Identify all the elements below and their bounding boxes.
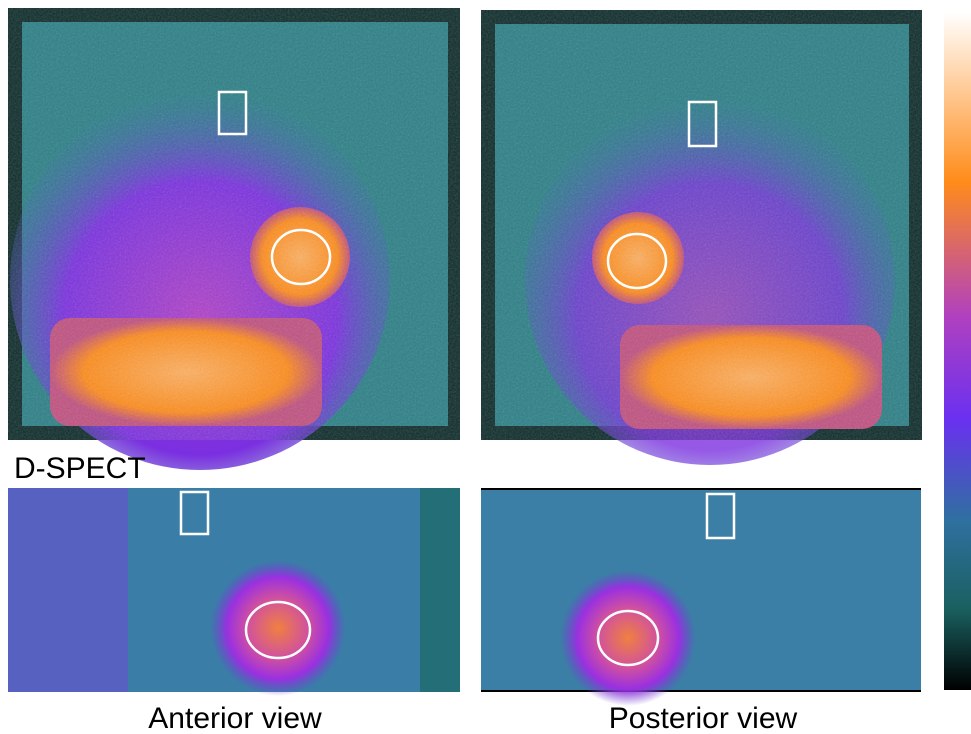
posterior-dspect xyxy=(481,488,921,706)
caption: Posterior view xyxy=(609,702,798,734)
posterior-planar xyxy=(481,10,922,465)
section-label: D-SPECT xyxy=(14,452,146,485)
caption: Anterior view xyxy=(148,702,322,734)
colorbar xyxy=(944,12,971,690)
figure: D-SPECT Anterior view Posterior view xyxy=(0,0,971,734)
anterior-dspect xyxy=(8,488,460,696)
anterior-planar xyxy=(8,8,460,470)
